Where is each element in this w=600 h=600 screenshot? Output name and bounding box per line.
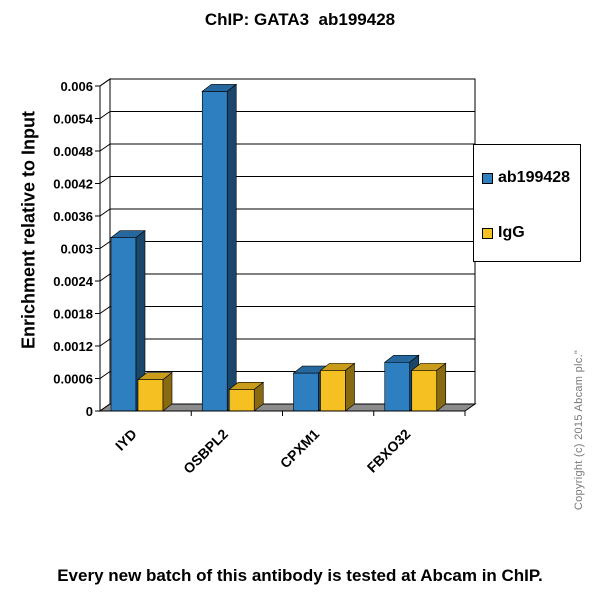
y-axis-title: Enrichment relative to Input [18, 110, 39, 350]
gridline-diagonal [99, 208, 111, 217]
footer-note: Every new batch of this antibody is test… [57, 566, 543, 585]
y-tick-label: 0.003 [60, 242, 93, 257]
legend-swatch-ab199428 [482, 172, 493, 184]
y-tick-label: 0.0018 [53, 307, 93, 322]
bar-side-igg-fbxo32 [436, 362, 447, 412]
y-tick-label: 0.0042 [53, 177, 93, 192]
bar-side-igg-iyd [162, 371, 173, 412]
gridline-diagonal [99, 78, 111, 87]
gridline-diagonal [99, 338, 111, 347]
x-tick-label: CPXM1 [277, 426, 323, 472]
y-tick-label: 0.0048 [53, 144, 93, 159]
x-tick-label: OSBPL2 [180, 426, 231, 477]
y-tick-label: 0 [86, 404, 93, 419]
legend-label-ab199428: ab199428 [498, 169, 571, 186]
bar-ab199428-osbpl2 [201, 91, 228, 412]
y-tick-label: 0.0036 [53, 209, 93, 224]
legend-item-ab199428: ab199428 [482, 169, 570, 187]
gridline-diagonal [99, 306, 111, 314]
legend-swatch-igg [482, 227, 493, 239]
gridline-diagonal [99, 143, 111, 152]
bar-igg-fbxo32 [411, 370, 438, 412]
y-tick-label: 0.0054 [53, 112, 94, 127]
y-tick-label: 0.0012 [53, 339, 93, 354]
legend: ab199428 IgG [473, 144, 581, 262]
gridline-diagonal [99, 241, 111, 249]
x-tick-label: IYD [112, 426, 140, 454]
bar-side-igg-cpxm1 [345, 362, 355, 412]
y-tick-label: 0.0024 [53, 274, 94, 289]
gridline-diagonal [99, 273, 111, 282]
legend-label-igg: IgG [498, 224, 525, 241]
x-tick-label: FBXO32 [364, 426, 414, 476]
y-tick-label: 0.0006 [53, 372, 93, 387]
bar-ab199428-cpxm1 [293, 372, 319, 412]
chart-title: ChIP: GATA3 ab199428 [204, 10, 396, 29]
bar-side-ab199428-osbpl2 [226, 83, 237, 412]
bar-igg-iyd [137, 379, 164, 412]
y-tick-label: 0.006 [60, 79, 93, 94]
gridline-diagonal [99, 371, 111, 379]
legend-item-igg: IgG [482, 224, 525, 242]
bar-igg-osbpl2 [228, 389, 255, 412]
gridline-diagonal [99, 176, 111, 184]
bar-ab199428-fbxo32 [384, 361, 411, 412]
bar-side-igg-osbpl2 [253, 381, 264, 412]
gridline-diagonal [99, 111, 111, 119]
bar-igg-cpxm1 [320, 370, 346, 412]
copyright-notice: Copyright (c) 2015 Abcam plc." [573, 349, 585, 511]
bar-ab199428-iyd [110, 237, 137, 412]
